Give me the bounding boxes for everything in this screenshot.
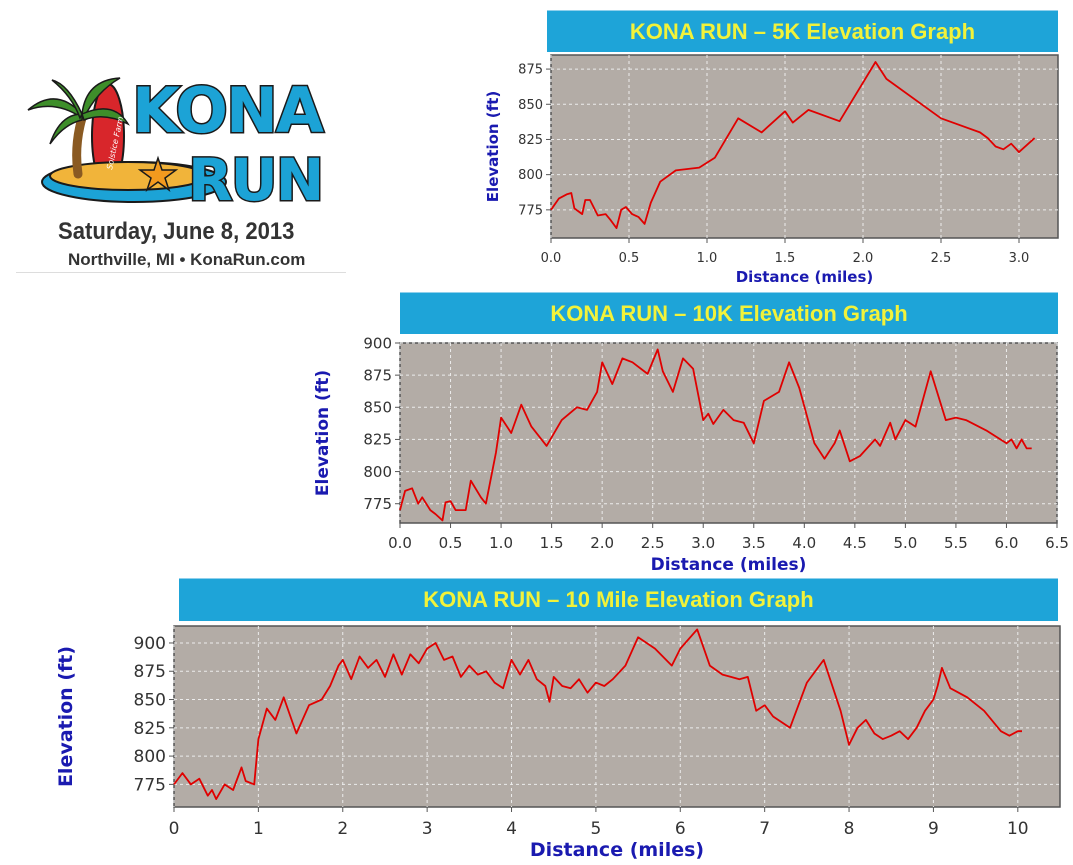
chart-5k-x-tick-label: 3.0	[1009, 251, 1030, 266]
chart-5k-x-tick-label: 2.0	[853, 251, 874, 266]
chart-10k-y-tick-label: 800	[363, 463, 392, 481]
chart-10k-x-tick-label: 5.5	[944, 534, 968, 552]
chart-5k-x-tick-label: 2.5	[931, 251, 952, 266]
chart-10mile-x-tick-label: 5	[590, 819, 601, 839]
starfish-icon	[137, 155, 179, 192]
chart-10mile: 0 1 2 3 4 5 6 7 8 9 10 775 800 825 850 875 900 Distance (…	[55, 625, 1061, 861]
chart-10mile-x-tick-label: 8	[844, 819, 855, 839]
chart-10mile-y-tick-label: 775	[134, 775, 166, 795]
chart-10mile-x-tick-label: 6	[675, 819, 686, 839]
chart-10k: 0.0 0.5 1.0 1.5 2.0 2.5 3.0 3.5 4.0 4.5 5.0 5.5 6.0 6…	[313, 334, 1069, 575]
chart-5k-x-tick-label: 1.0	[697, 251, 718, 266]
chart-10mile-y-tick-label: 875	[134, 662, 166, 682]
chart-10k-x-tick-label: 3.5	[742, 534, 766, 552]
logo-wordmark-kona: KONA	[132, 74, 324, 147]
chart-5k-x-tick-label: 0.0	[541, 251, 562, 266]
chart-10k-x-axis-label: Distance (miles)	[651, 555, 807, 575]
logo-wordmark-run: RUN	[188, 146, 322, 214]
chart-5k-y-tick-label: 775	[518, 203, 543, 218]
chart-10k-x-tick-label: 0.5	[439, 534, 463, 552]
chart-10mile-x-tick-label: 10	[1007, 819, 1029, 839]
chart-10mile-y-tick-label: 800	[134, 747, 166, 767]
logo-artwork: Solstice Farm KONA RUN	[27, 73, 327, 216]
chart-5k-plot-area	[550, 54, 1059, 239]
chart-10k-x-tick-label: 1.5	[540, 534, 564, 552]
chart-5k-y-axis-label: Elevation (ft)	[484, 91, 502, 202]
chart-5k-y-tick-label: 875	[518, 63, 543, 78]
chart-10k-y-tick-label: 850	[363, 399, 392, 417]
chart-10mile-y-tick-label: 900	[134, 634, 166, 654]
chart-10mile-x-tick-label: 9	[928, 819, 939, 839]
logo-location: Northville, MI • KonaRun.com	[68, 250, 306, 269]
chart-10mile-title: KONA RUN – 10 Mile Elevation Graph	[179, 578, 1058, 621]
chart-10mile-x-tick-label: 4	[506, 819, 517, 839]
chart-10mile-y-axis-label: Elevation (ft)	[55, 646, 77, 787]
chart-10mile-x-tick-label: 7	[759, 819, 770, 839]
chart-10k-x-tick-label: 4.5	[843, 534, 867, 552]
chart-10k-y-tick-label: 900	[363, 334, 392, 352]
chart-5k-x-tick-label: 1.5	[775, 251, 796, 266]
chart-10k-y-tick-label: 825	[363, 431, 392, 449]
chart-10k-x-tick-label: 0.0	[388, 534, 412, 552]
chart-5k-y-tick-label: 825	[518, 133, 543, 148]
chart-10k-x-tick-label: 2.5	[641, 534, 665, 552]
chart-10k-x-tick-label: 6.0	[995, 534, 1019, 552]
chart-10k-x-tick-label: 3.0	[691, 534, 715, 552]
chart-10mile-x-tick-label: 2	[337, 819, 348, 839]
chart-10k-y-axis-label: Elevation (ft)	[313, 370, 333, 496]
chart-5k-elevation-line	[550, 61, 1036, 230]
chart-5k-x-axis-label: Distance (miles)	[736, 268, 874, 286]
chart-5k: 0.0 0.5 1.0 1.5 2.0 2.5 3.0 775 800 825 850 875 Dist…	[484, 54, 1059, 286]
chart-5k-y-tick-label: 850	[518, 98, 543, 113]
chart-5k-title: KONA RUN – 5K Elevation Graph	[547, 10, 1058, 52]
chart-10k-x-tick-label: 1.0	[489, 534, 513, 552]
kona-run-logo: Solstice Farm KONA RUN Saturday, June 8,…	[16, 66, 346, 273]
chart-10k-y-tick-label: 775	[363, 495, 392, 513]
chart-10k-x-tick-label: 5.0	[893, 534, 917, 552]
chart-5k-x-tick-label: 0.5	[619, 251, 640, 266]
chart-10mile-x-axis-label: Distance (miles)	[530, 839, 704, 861]
chart-10mile-x-tick-label: 0	[169, 819, 180, 839]
chart-10mile-elevation-line	[173, 628, 1022, 801]
chart-10mile-x-tick-label: 3	[422, 819, 433, 839]
chart-10mile-y-tick-label: 850	[134, 690, 166, 710]
palm-tree-icon	[27, 77, 130, 145]
chart-10k-plot-area	[399, 342, 1058, 524]
chart-10k-title: KONA RUN – 10K Elevation Graph	[400, 292, 1058, 334]
chart-10mile-y-tick-label: 825	[134, 719, 166, 739]
chart-10mile-x-tick-label: 1	[253, 819, 264, 839]
chart-10k-x-tick-label: 6.5	[1045, 534, 1069, 552]
chart-10k-elevation-line	[399, 348, 1032, 522]
chart-10k-y-tick-label: 875	[363, 366, 392, 384]
chart-10mile-plot-area	[173, 625, 1061, 808]
chart-10k-x-tick-label: 4.0	[792, 534, 816, 552]
chart-5k-y-tick-label: 800	[518, 168, 543, 183]
chart-10k-x-tick-label: 2.0	[590, 534, 614, 552]
logo-date: Saturday, June 8, 2013	[58, 218, 295, 245]
